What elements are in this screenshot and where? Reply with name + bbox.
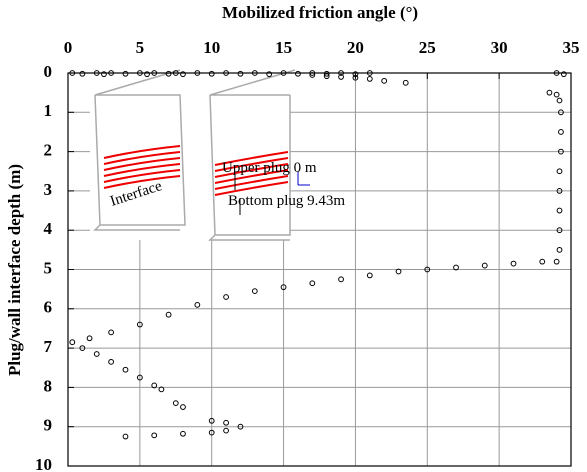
point: [557, 247, 562, 252]
point: [367, 273, 372, 278]
point: [80, 71, 85, 76]
point: [181, 405, 186, 410]
point: [123, 434, 128, 439]
y-tick-label: 9: [44, 416, 53, 435]
x-tick-label: 25: [419, 38, 436, 57]
x-tick-label: 15: [275, 38, 292, 57]
point: [166, 312, 171, 317]
point: [195, 302, 200, 307]
point: [511, 261, 516, 266]
y-tick-label: 3: [44, 180, 53, 199]
point: [482, 263, 487, 268]
x-tick-label: 20: [347, 38, 364, 57]
point: [152, 433, 157, 438]
y-tick-label: 1: [44, 101, 53, 120]
point: [403, 80, 408, 85]
point: [554, 259, 559, 264]
chart: Mobilized friction angle (°) Plug/wall i…: [0, 0, 587, 472]
point: [87, 336, 92, 341]
x-tick-label: 10: [203, 38, 220, 57]
point: [557, 169, 562, 174]
point: [224, 420, 229, 425]
point: [173, 401, 178, 406]
point: [382, 78, 387, 83]
point: [310, 281, 315, 286]
y-tick-label: 5: [44, 258, 53, 277]
point: [70, 340, 75, 345]
point: [109, 330, 114, 335]
point: [557, 208, 562, 213]
point: [123, 367, 128, 372]
annotation: Upper plug 0 m: [222, 160, 317, 176]
x-axis-title: Mobilized friction angle (°): [222, 3, 418, 22]
point: [554, 92, 559, 97]
point: [296, 71, 301, 76]
point: [94, 352, 99, 357]
y-tick-label: 0: [44, 62, 53, 81]
x-tick-label: 0: [64, 38, 73, 57]
x-tick-label: 35: [563, 38, 580, 57]
point: [559, 130, 564, 135]
x-tick-label: 30: [491, 38, 508, 57]
point: [557, 98, 562, 103]
y-tick-label: 10: [35, 455, 52, 472]
point: [540, 259, 545, 264]
point: [224, 295, 229, 300]
y-axis-title: Plug/wall interface depth (m): [5, 164, 24, 376]
point: [547, 90, 552, 95]
y-tick-label: 2: [44, 141, 53, 160]
y-tick-label: 8: [44, 376, 53, 395]
point: [339, 277, 344, 282]
annotation: Bottom plug 9.43m: [228, 193, 345, 209]
y-tick-label: 6: [44, 298, 53, 317]
point: [367, 76, 372, 81]
inset-diagram: Upper plug 0 m Bottom plug 9.43m Interfa…: [90, 65, 345, 240]
point: [181, 431, 186, 436]
point: [252, 289, 257, 294]
point: [109, 359, 114, 364]
point: [224, 428, 229, 433]
x-tick-label: 5: [136, 38, 145, 57]
inset-bg: [90, 65, 290, 240]
y-tick-label: 7: [44, 337, 53, 356]
y-tick-label: 4: [44, 219, 53, 238]
